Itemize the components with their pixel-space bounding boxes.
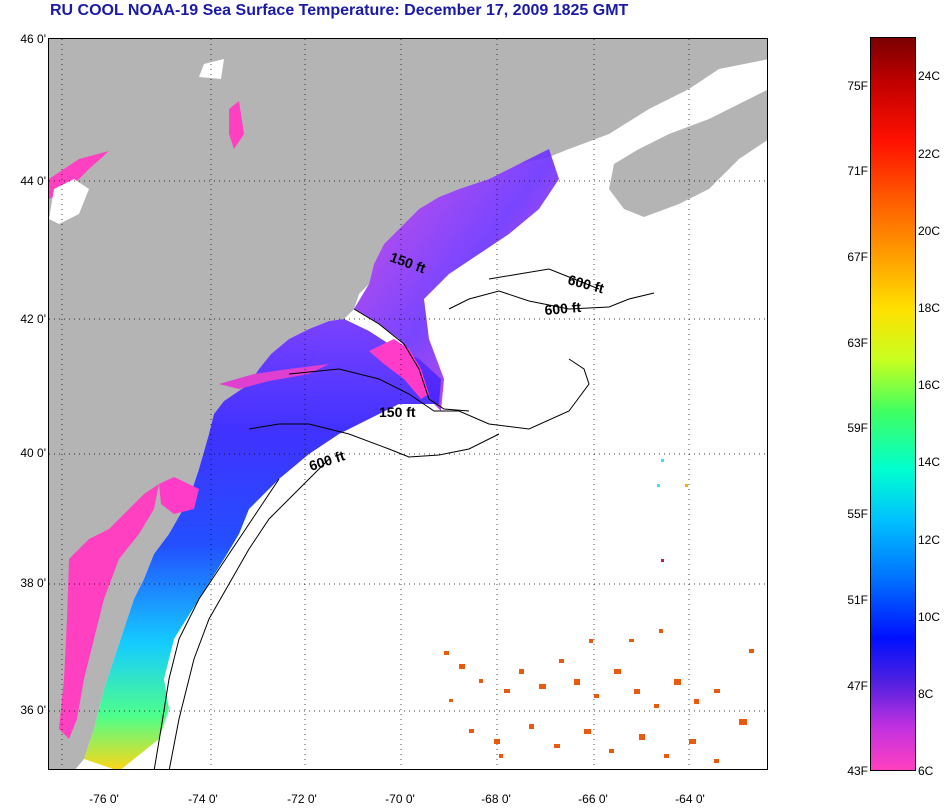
land-us-mainland (49, 39, 767, 769)
isobath-label-gom-600-b: 600 ft (544, 299, 582, 318)
temperature-colorbar (870, 37, 916, 771)
gulf-stream-pixels (444, 629, 754, 763)
cbar-c-6: 6C (918, 764, 934, 778)
lon-label-76: -76 0' (89, 792, 119, 806)
lake-white-1 (49, 179, 89, 224)
lat-label-42: 42 0' (20, 312, 46, 326)
cbar-f-55: 55F (847, 507, 868, 521)
sst-map-canvas: 150 ft 600 ft 600 ft 150 ft 600 ft (49, 39, 767, 769)
lon-label-74: -74 0' (188, 792, 218, 806)
lat-label-40: 40 0' (20, 446, 46, 460)
delaware-bay (159, 477, 199, 514)
cbar-c-16: 16C (918, 378, 941, 392)
isobath-label-shelf-150: 150 ft (379, 404, 416, 420)
lon-label-72: -72 0' (287, 792, 317, 806)
cbar-c-18: 18C (918, 301, 941, 315)
cbar-f-67: 67F (847, 250, 868, 264)
offshore-cool-pixels (657, 459, 688, 562)
lake-pink-2 (229, 101, 244, 149)
long-island-sound (219, 364, 329, 389)
lat-label-46: 46 0' (20, 32, 46, 46)
cbar-f-75: 75F (847, 79, 868, 93)
lon-label-66: -66 0' (578, 792, 608, 806)
cbar-f-51: 51F (847, 593, 868, 607)
chesapeake-bay (59, 484, 159, 739)
cape-cod-water (369, 339, 429, 399)
colorbar-gradient (871, 38, 915, 770)
cbar-c-12: 12C (918, 533, 941, 547)
map-title: RU COOL NOAA-19 Sea Surface Temperature:… (50, 2, 629, 19)
lat-label-44: 44 0' (20, 174, 46, 188)
cbar-f-47: 47F (847, 679, 868, 693)
lon-label-70: -70 0' (385, 792, 415, 806)
cbar-f-43: 43F (847, 764, 868, 778)
lon-label-68: -68 0' (481, 792, 511, 806)
lake-white-2 (199, 59, 224, 79)
lon-label-64: -64 0' (675, 792, 705, 806)
cbar-c-10: 10C (918, 610, 941, 624)
cbar-c-22: 22C (918, 147, 941, 161)
cbar-c-14: 14C (918, 455, 941, 469)
cbar-f-71: 71F (847, 164, 868, 178)
graticule (49, 39, 767, 769)
isobath-contours (153, 268, 655, 769)
cbar-c-24: 24C (918, 69, 941, 83)
cbar-f-59: 59F (847, 421, 868, 435)
cbar-c-20: 20C (918, 224, 941, 238)
land-nova-scotia (609, 90, 767, 217)
cbar-c-8: 8C (918, 687, 934, 701)
lat-label-36: 36 0' (20, 703, 46, 717)
lat-label-38: 38 0' (20, 576, 46, 590)
cbar-f-63: 63F (847, 336, 868, 350)
sst-map: 150 ft 600 ft 600 ft 150 ft 600 ft (48, 38, 768, 770)
